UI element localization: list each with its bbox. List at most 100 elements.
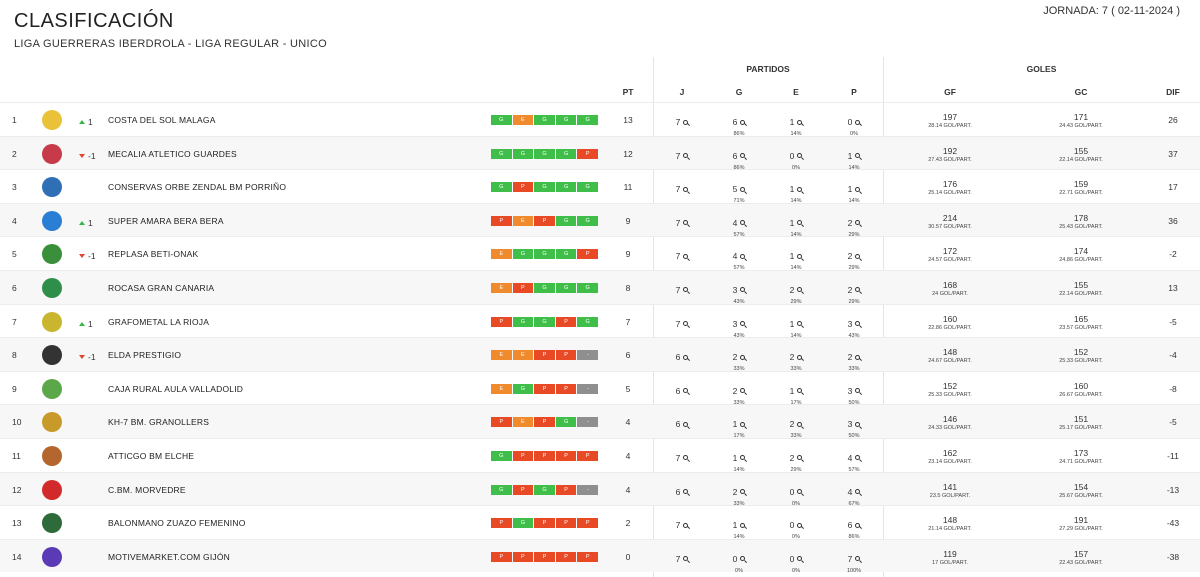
team-name[interactable]: ELDA PRESTIGIO [108, 350, 182, 361]
magnifier-icon[interactable] [740, 489, 746, 495]
magnifier-icon[interactable] [855, 421, 861, 427]
played-cell[interactable]: 7 [662, 280, 702, 298]
won-cell[interactable]: 3 43% [719, 314, 759, 339]
won-cell[interactable]: 5 71% [719, 179, 759, 204]
magnifier-icon[interactable] [855, 186, 861, 192]
played-cell[interactable]: 7 [662, 246, 702, 264]
magnifier-icon[interactable] [855, 253, 861, 259]
drawn-cell[interactable]: 2 33% [776, 347, 816, 372]
magnifier-icon[interactable] [855, 455, 861, 461]
team-name[interactable]: CONSERVAS ORBE ZENDAL BM PORRIÑO [108, 182, 287, 193]
drawn-cell[interactable]: 1 14% [776, 213, 816, 238]
drawn-cell[interactable]: 0 0% [776, 549, 816, 574]
magnifier-icon[interactable] [740, 522, 746, 528]
won-cell[interactable]: 6 86% [719, 112, 759, 137]
lost-cell[interactable]: 3 43% [834, 314, 874, 339]
magnifier-icon[interactable] [683, 186, 689, 192]
team-logo[interactable] [42, 479, 62, 500]
magnifier-icon[interactable] [855, 220, 861, 226]
magnifier-icon[interactable] [683, 354, 689, 360]
team-logo[interactable] [42, 546, 62, 567]
header-g[interactable]: G [735, 87, 743, 97]
team-logo[interactable] [42, 210, 62, 231]
team-name[interactable]: C.BM. MORVEDRE [108, 484, 186, 495]
magnifier-icon[interactable] [683, 455, 689, 461]
magnifier-icon[interactable] [740, 556, 746, 562]
header-gf[interactable]: GF [944, 87, 956, 97]
team-name[interactable]: SUPER AMARA BERA BERA [108, 215, 224, 226]
team-name[interactable]: ROCASA GRAN CANARIA [108, 282, 215, 293]
lost-cell[interactable]: 2 29% [834, 246, 874, 271]
header-pt[interactable]: PT [622, 87, 634, 97]
magnifier-icon[interactable] [855, 119, 861, 125]
magnifier-icon[interactable] [855, 287, 861, 293]
team-name[interactable]: REPLASA BETI-ONAK [108, 249, 199, 260]
drawn-cell[interactable]: 2 33% [776, 414, 816, 439]
magnifier-icon[interactable] [683, 522, 689, 528]
played-cell[interactable]: 7 [662, 179, 702, 197]
magnifier-icon[interactable] [740, 153, 746, 159]
won-cell[interactable]: 1 14% [719, 515, 759, 540]
won-cell[interactable]: 2 33% [719, 347, 759, 372]
drawn-cell[interactable]: 1 14% [776, 112, 816, 137]
magnifier-icon[interactable] [683, 253, 689, 259]
magnifier-icon[interactable] [797, 287, 803, 293]
magnifier-icon[interactable] [855, 522, 861, 528]
magnifier-icon[interactable] [740, 119, 746, 125]
magnifier-icon[interactable] [683, 119, 689, 125]
team-logo[interactable] [42, 244, 62, 265]
lost-cell[interactable]: 1 14% [834, 179, 874, 204]
played-cell[interactable]: 6 [662, 347, 702, 365]
magnifier-icon[interactable] [683, 153, 689, 159]
won-cell[interactable]: 4 57% [719, 246, 759, 271]
won-cell[interactable]: 2 33% [719, 482, 759, 507]
drawn-cell[interactable]: 1 17% [776, 381, 816, 406]
drawn-cell[interactable]: 0 0% [776, 515, 816, 540]
won-cell[interactable]: 0 0% [719, 549, 759, 574]
magnifier-icon[interactable] [740, 253, 746, 259]
lost-cell[interactable]: 3 50% [834, 381, 874, 406]
lost-cell[interactable]: 6 86% [834, 515, 874, 540]
magnifier-icon[interactable] [797, 489, 803, 495]
magnifier-icon[interactable] [740, 388, 746, 394]
played-cell[interactable]: 7 [662, 549, 702, 567]
lost-cell[interactable]: 2 33% [834, 347, 874, 372]
team-name[interactable]: MOTIVEMARKET.COM GIJÓN [108, 551, 230, 562]
team-logo[interactable] [42, 345, 62, 366]
magnifier-icon[interactable] [683, 321, 689, 327]
magnifier-icon[interactable] [797, 186, 803, 192]
magnifier-icon[interactable] [855, 354, 861, 360]
header-p[interactable]: P [851, 87, 857, 97]
won-cell[interactable]: 1 14% [719, 448, 759, 473]
team-logo[interactable] [42, 311, 62, 332]
header-gc[interactable]: GC [1074, 87, 1088, 97]
team-logo[interactable] [42, 445, 62, 466]
team-name[interactable]: GRAFOMETAL LA RIOJA [108, 316, 210, 327]
magnifier-icon[interactable] [683, 220, 689, 226]
magnifier-icon[interactable] [855, 556, 861, 562]
lost-cell[interactable]: 0 0% [834, 112, 874, 137]
played-cell[interactable]: 7 [662, 515, 702, 533]
magnifier-icon[interactable] [797, 321, 803, 327]
played-cell[interactable]: 7 [662, 213, 702, 231]
drawn-cell[interactable]: 1 14% [776, 314, 816, 339]
team-name[interactable]: MECALIA ATLETICO GUARDES [108, 148, 237, 159]
lost-cell[interactable]: 2 29% [834, 280, 874, 305]
team-name[interactable]: CAJA RURAL AULA VALLADOLID [108, 383, 244, 394]
team-logo[interactable] [42, 177, 62, 198]
magnifier-icon[interactable] [797, 556, 803, 562]
lost-cell[interactable]: 2 29% [834, 213, 874, 238]
magnifier-icon[interactable] [855, 489, 861, 495]
team-name[interactable]: BALONMANO ZUAZO FEMENINO [108, 518, 246, 529]
team-logo[interactable] [42, 412, 62, 433]
team-logo[interactable] [42, 378, 62, 399]
drawn-cell[interactable]: 0 0% [776, 482, 816, 507]
